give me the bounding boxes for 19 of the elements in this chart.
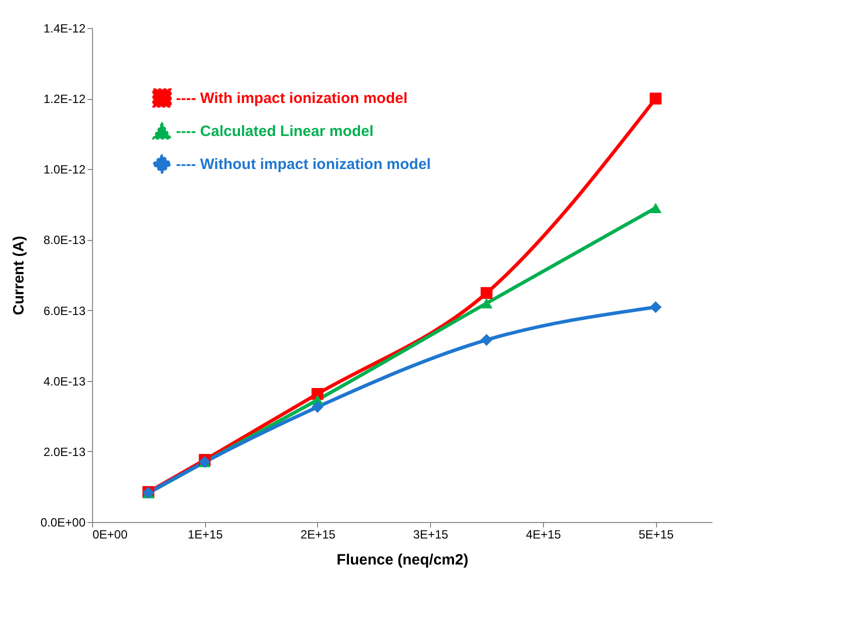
legend-label: ---- Calculated Linear model xyxy=(176,123,374,140)
y-tick-label: 2.0E-13 xyxy=(43,444,86,459)
y-tick-label: 1.4E-12 xyxy=(43,22,86,36)
x-tick-label: 1E+15 xyxy=(188,528,224,542)
legend-label: ---- With impact ionization model xyxy=(176,90,408,107)
y-tick-label: 6.0E-13 xyxy=(43,304,86,318)
x-axis-title: Fluence (neq/cm2) xyxy=(336,552,468,568)
x-tick-label: 4E+15 xyxy=(526,528,562,542)
y-tick-label: 8.0E-13 xyxy=(43,233,86,248)
x-tick-label: 2E+15 xyxy=(300,528,336,542)
x-tick-label: 3E+15 xyxy=(413,528,449,542)
y-axis-title: Current (A) xyxy=(10,236,28,316)
x-tick-label: 0E+00 xyxy=(92,528,128,542)
y-tick-label: 0.0E+00 xyxy=(40,516,86,530)
y-tick-label: 1.2E-12 xyxy=(43,92,86,106)
y-tick-label: 1.0E-12 xyxy=(43,162,86,177)
legend-label: ---- Without impact ionization model xyxy=(176,156,431,173)
x-tick-label: 5E+15 xyxy=(638,528,674,542)
y-tick-label: 4.0E-13 xyxy=(43,374,86,388)
